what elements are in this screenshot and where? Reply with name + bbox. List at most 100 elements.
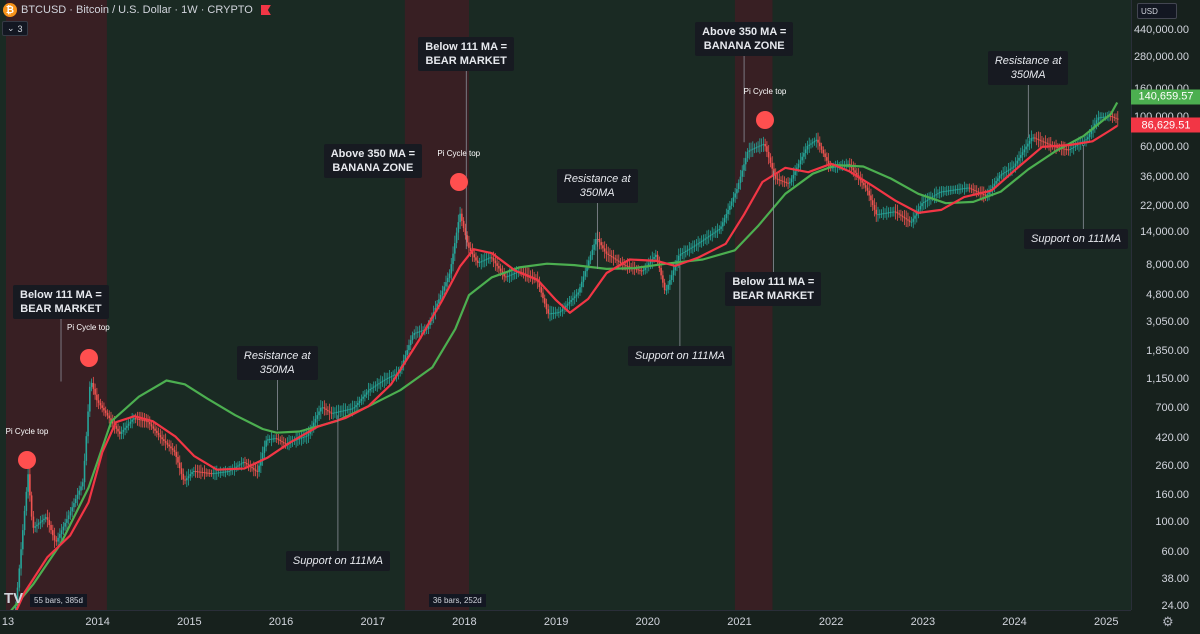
- candle-body: [240, 463, 243, 465]
- candle-body: [963, 188, 966, 190]
- candle-body: [556, 312, 558, 314]
- candle-body: [644, 267, 647, 270]
- price-candle: [332, 406, 334, 420]
- candle-body: [1002, 173, 1004, 175]
- annotation-line: Above 350 MA =: [330, 148, 415, 161]
- flag-icon[interactable]: [260, 5, 271, 15]
- price-candle: [730, 198, 733, 210]
- candle-body: [304, 436, 306, 438]
- price-candle: [549, 305, 551, 322]
- pi-cycle-top-marker[interactable]: [449, 172, 468, 191]
- annotation-line: Below 111 MA =: [20, 288, 102, 301]
- price-candle: [161, 430, 163, 446]
- candle-body: [224, 471, 227, 473]
- candle-body: [448, 273, 451, 278]
- annotation-box[interactable]: Resistance at 350MA: [236, 346, 318, 381]
- candle-body: [579, 287, 581, 293]
- pi-cycle-top-marker[interactable]: [756, 110, 775, 129]
- price-candle: [210, 469, 213, 477]
- gear-icon[interactable]: ⚙: [1162, 614, 1174, 629]
- tradingview-logo-icon[interactable]: TV: [4, 590, 24, 607]
- price-candle: [697, 236, 699, 252]
- candle-body: [339, 411, 341, 413]
- annotation-box[interactable]: Resistance at 350MA: [987, 51, 1069, 86]
- candle-body: [163, 439, 165, 442]
- price-candle: [411, 331, 414, 344]
- price-candle: [803, 146, 805, 164]
- candle-body: [593, 244, 595, 250]
- annotation-box[interactable]: Resistance at 350MA: [556, 168, 638, 203]
- price-candle: [662, 270, 664, 288]
- time-axis[interactable]: 13 2014 2015 2016 2017 2018 2019 2020 2021 2022 20…: [0, 610, 1131, 634]
- candle-body: [818, 142, 821, 147]
- candle-body: [817, 139, 819, 143]
- price-candle: [572, 292, 574, 307]
- price-candle: [69, 506, 72, 520]
- price-candle: [806, 140, 809, 155]
- annotation-box[interactable]: Support on 111MA: [627, 346, 732, 367]
- chart-plot-area[interactable]: [0, 0, 1131, 610]
- candle-body: [575, 294, 578, 297]
- candle-body: [143, 420, 146, 422]
- candle-body: [903, 216, 906, 219]
- candle-body: [559, 311, 562, 313]
- price-tag[interactable]: 140,659.57: [1131, 89, 1200, 105]
- price-candle: [450, 258, 453, 280]
- candle-body: [351, 408, 354, 410]
- annotation-box[interactable]: Below 111 MA = BEAR MARKET: [13, 284, 109, 319]
- candle-body: [900, 214, 902, 216]
- price-candle: [762, 136, 765, 152]
- candle-body: [1032, 137, 1034, 139]
- candle-body: [212, 473, 215, 475]
- price-candle: [1035, 132, 1038, 146]
- pi-cycle-top-marker[interactable]: [18, 450, 37, 469]
- annotation-box[interactable]: Above 350 MA = BANANA ZONE: [323, 144, 422, 179]
- candle-body: [282, 442, 285, 444]
- symbol-title[interactable]: BTCUSD · Bitcoin / U.S. Dollar · 1W · CR…: [21, 4, 253, 16]
- annotation-box[interactable]: Below 111 MA = BEAR MARKET: [725, 272, 822, 307]
- candle-body: [956, 189, 959, 191]
- candle-body: [103, 407, 105, 411]
- pi-cycle-top-marker[interactable]: [79, 348, 98, 367]
- candle-body: [1027, 143, 1029, 147]
- annotation-box[interactable]: Support on 111MA: [1024, 228, 1129, 249]
- price-candle: [808, 137, 811, 153]
- candle-body: [406, 350, 409, 356]
- candle-body: [131, 419, 133, 422]
- price-candle: [896, 204, 899, 221]
- price-candle: [755, 142, 758, 153]
- candle-body: [667, 284, 669, 290]
- annotation-line: Support on 111MA: [292, 554, 384, 567]
- price-candle: [1021, 145, 1024, 162]
- candle-body: [880, 213, 883, 215]
- currency-select[interactable]: USD: [1137, 3, 1177, 19]
- price-tick-label: 1,150.00: [1146, 372, 1189, 385]
- candle-body: [709, 234, 712, 237]
- price-candle: [741, 165, 744, 182]
- price-tick-label: 1,850.00: [1146, 345, 1189, 358]
- annotation-box[interactable]: Support on 111MA: [285, 550, 391, 571]
- price-candle: [789, 177, 791, 188]
- candle-body: [565, 305, 567, 308]
- candle-body: [723, 218, 726, 223]
- candle-body: [341, 410, 343, 412]
- candle-body: [589, 255, 592, 261]
- price-candle: [568, 296, 571, 310]
- candle-body: [494, 260, 497, 264]
- price-tick-label: 420.00: [1155, 432, 1189, 445]
- annotation-box[interactable]: Above 350 MA = BANANA ZONE: [695, 21, 794, 56]
- candle-body: [674, 265, 677, 271]
- price-axis[interactable]: 440,000.00280,000.00160,000.00100,000.00…: [1131, 0, 1200, 612]
- candle-body: [387, 377, 389, 379]
- annotation-box[interactable]: Below 111 MA = BEAR MARKET: [418, 37, 515, 72]
- price-candle: [328, 403, 331, 421]
- candle-body: [482, 260, 484, 262]
- candle-body: [967, 187, 969, 189]
- annotation-line: Above 350 MA =: [702, 25, 787, 38]
- symbol-header[interactable]: ₿ BTCUSD · Bitcoin / U.S. Dollar · 1W · …: [0, 0, 271, 20]
- price-candle: [952, 185, 955, 194]
- price-tag[interactable]: 86,629.51: [1131, 117, 1200, 133]
- price-candle: [813, 137, 816, 146]
- candle-body: [783, 181, 786, 183]
- indicators-toggle[interactable]: ⌄ 3: [2, 21, 28, 36]
